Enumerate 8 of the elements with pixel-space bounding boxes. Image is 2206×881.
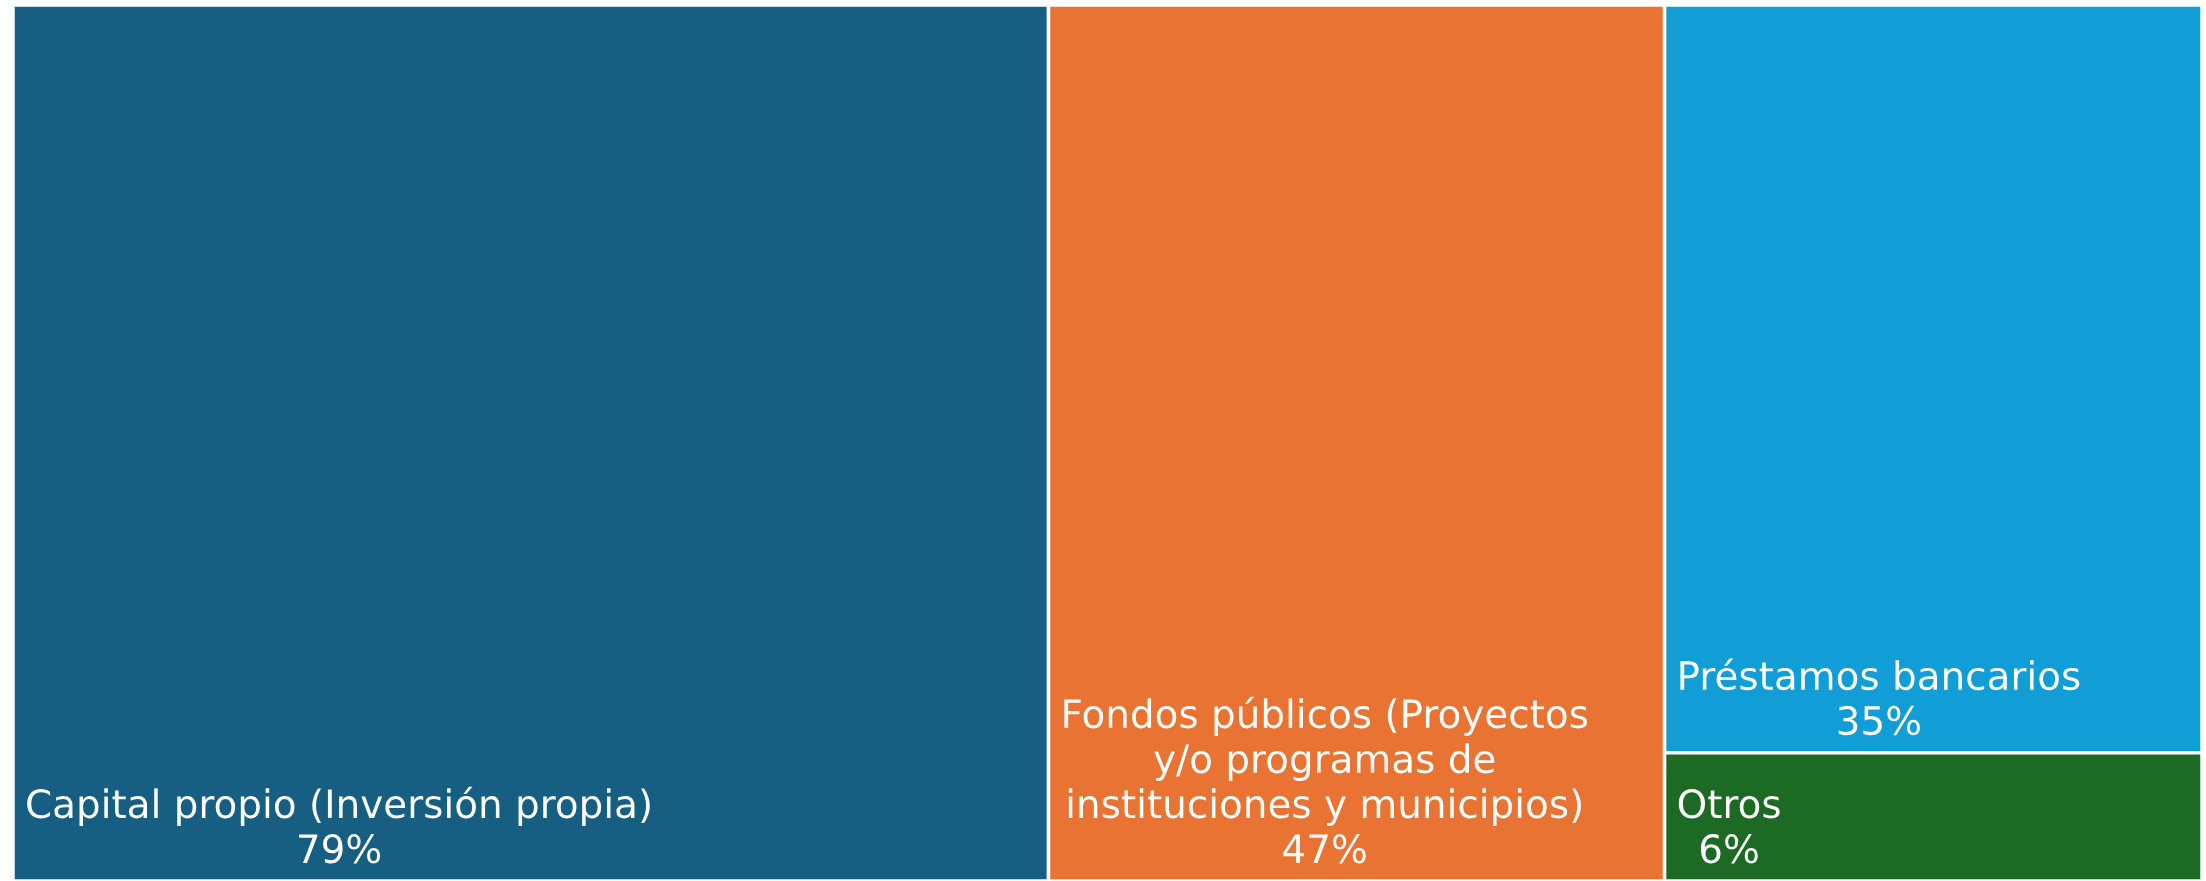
- category-label: Capital propio (Inversión propia): [27, 786, 650, 826]
- data-label: 47%: [1283, 834, 1366, 864]
- category-label: Préstamos bancarios: [1680, 658, 2080, 691]
- category-label: Otros: [1678, 789, 1780, 819]
- category-label: Fondos públicos (Proyectos y/o programas de instituciones y municipios): [1064, 696, 1588, 826]
- data-label: 79%: [299, 834, 381, 864]
- data-label: 6%: [1700, 834, 1758, 864]
- data-label: 35%: [1838, 705, 1920, 736]
